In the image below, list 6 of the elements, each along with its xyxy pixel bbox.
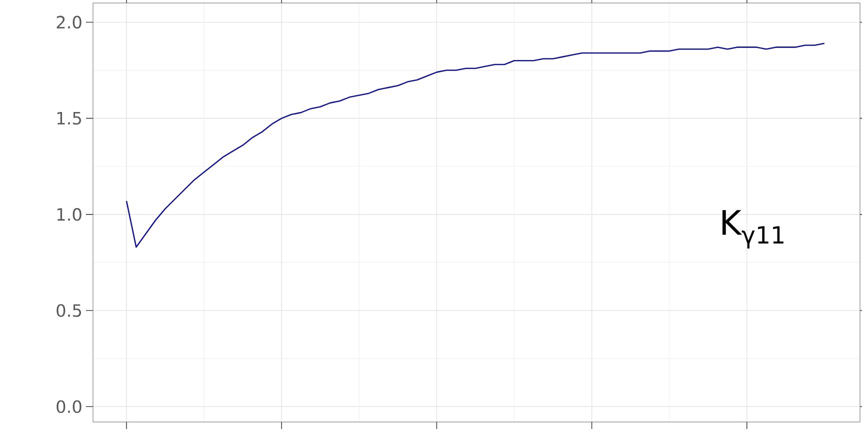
y-tick-label: 0.0 [56, 400, 82, 414]
annotation: K$_{γ11}$ [722, 210, 784, 248]
y-tick-label: 0.5 [56, 304, 81, 317]
y-tick-label: 1.0 [57, 208, 82, 221]
y-tick-label: 2.0 [56, 16, 82, 29]
y-tick-label: 1.5 [57, 112, 81, 125]
